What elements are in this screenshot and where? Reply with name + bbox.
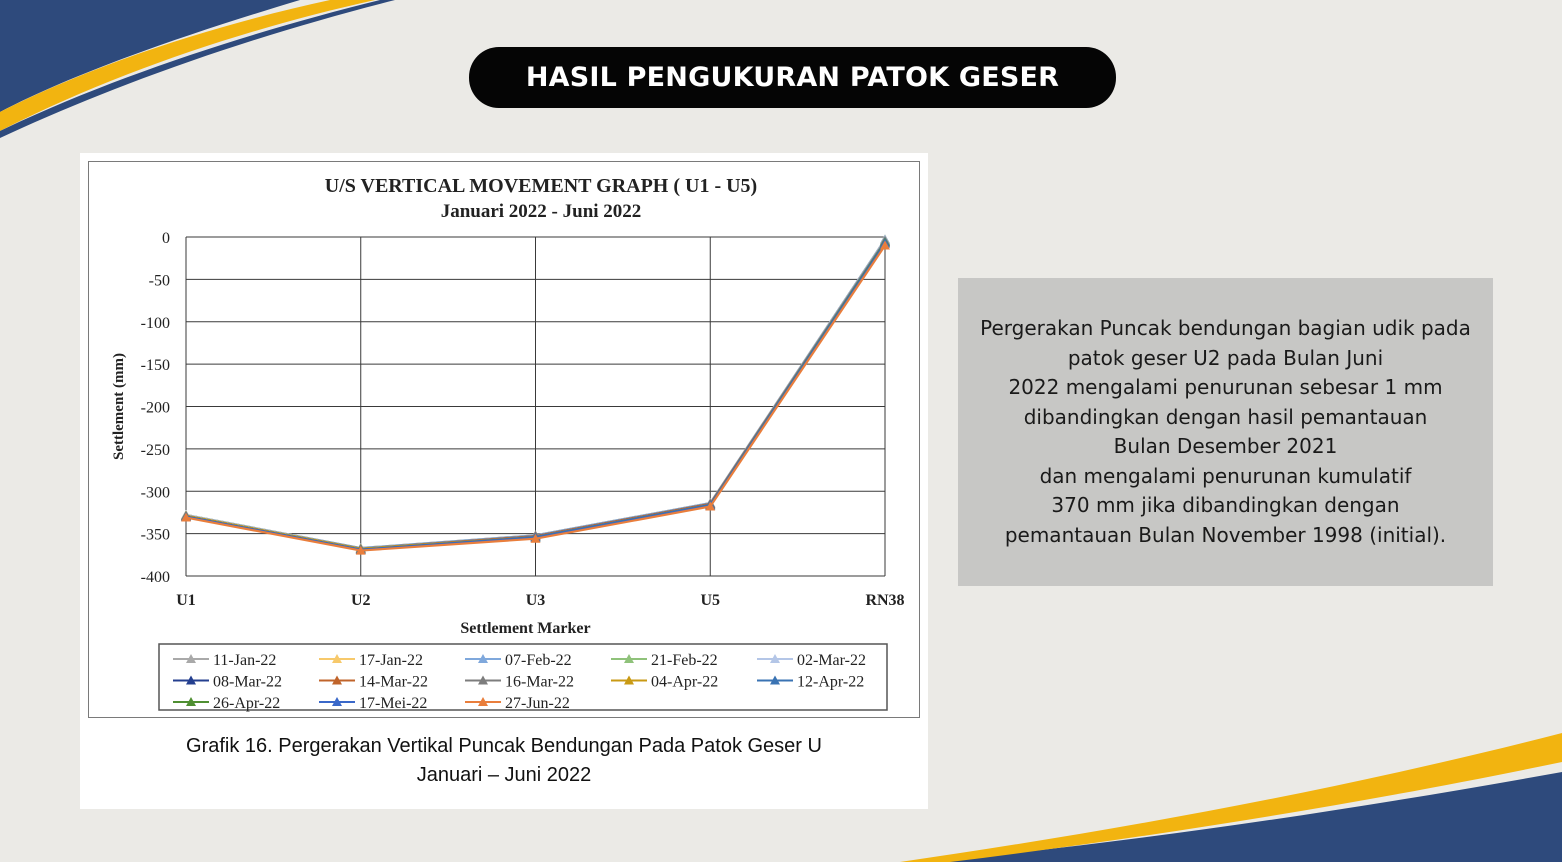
series-marker [530, 533, 541, 543]
figure-card: U/S VERTICAL MOVEMENT GRAPH ( U1 - U5) Ja… [80, 153, 928, 809]
top-navy-band [0, 0, 300, 112]
legend-label: 17-Jan-22 [359, 652, 423, 669]
legend-label: 12-Apr-22 [797, 674, 864, 691]
legend-swatch-marker [770, 675, 780, 685]
legend-label: 16-Mar-22 [505, 674, 574, 691]
info-line: 370 mm jika dibandingkan dengan [1051, 493, 1400, 517]
info-line: Bulan Desember 2021 [1113, 434, 1338, 458]
legend-swatch-marker [186, 697, 196, 706]
line-chart: U/S VERTICAL MOVEMENT GRAPH ( U1 - U5) Ja… [111, 175, 905, 712]
legend-swatch-marker [478, 654, 488, 663]
series-marker [355, 545, 366, 555]
y-tick-label: -350 [141, 527, 170, 544]
legend-label: 26-Apr-22 [213, 695, 280, 712]
figure-caption: Grafik 16. Pergerakan Vertikal Puncak Be… [80, 732, 928, 790]
legend-swatch-marker [332, 697, 342, 706]
series-marker [181, 512, 191, 522]
x-tick-label: U5 [700, 592, 720, 609]
legend-swatch-marker [332, 675, 342, 685]
chart-title: U/S VERTICAL MOVEMENT GRAPH ( U1 - U5) [325, 175, 757, 197]
info-box: Pergerakan Puncak bendungan bagian udik … [958, 278, 1493, 586]
y-axis-label: Settlement (mm) [111, 353, 127, 460]
info-line: patok geser U2 pada Bulan Juni [1067, 345, 1384, 370]
legend-swatch-marker [332, 654, 342, 663]
legend-swatch-marker [186, 654, 196, 663]
y-tick-label: 0 [162, 230, 170, 247]
y-tick-label: -100 [141, 315, 170, 332]
series-marker [705, 501, 716, 511]
x-tick-label: U1 [176, 592, 196, 609]
y-tick-label: -250 [141, 442, 170, 459]
legend-label: 04-Apr-22 [651, 674, 718, 691]
caption-line-2: Januari – Juni 2022 [416, 764, 592, 786]
legend-swatch-marker [478, 697, 488, 706]
x-tick-label: RN38 [865, 592, 904, 609]
legend-label: 02-Mar-22 [797, 652, 866, 669]
chart-subtitle: Januari 2022 - Juni 2022 [441, 201, 642, 222]
info-line: 2022 mengalami penurunan sebesar 1 mm [1008, 375, 1443, 399]
x-tick-label: U3 [526, 592, 546, 609]
legend-label: 11-Jan-22 [213, 652, 276, 669]
y-tick-label: -300 [141, 484, 170, 501]
info-line: Pergerakan Puncak bendungan bagian udik … [980, 316, 1471, 340]
legend-label: 21-Feb-22 [651, 652, 718, 669]
legend-label: 07-Feb-22 [505, 652, 572, 669]
legend-swatch-marker [770, 654, 780, 663]
y-tick-label: -50 [149, 272, 170, 289]
x-axis-label: Settlement Marker [460, 620, 590, 637]
legend-label: 08-Mar-22 [213, 674, 282, 691]
legend-label: 14-Mar-22 [359, 674, 428, 691]
series-marker [880, 240, 890, 250]
legend-label: 17-Mei-22 [359, 695, 427, 712]
slide-title: HASIL PENGUKURAN PATOK GESER [469, 47, 1116, 108]
y-tick-label: -400 [141, 569, 170, 586]
legend-swatch-marker [624, 675, 634, 685]
legend-label: 27-Jun-22 [505, 695, 570, 712]
y-tick-label: -150 [141, 357, 170, 374]
caption-line-1: Grafik 16. Pergerakan Vertikal Puncak Be… [186, 735, 822, 757]
y-tick-label: -200 [141, 400, 170, 417]
info-line: dan mengalami penurunan kumulatif [1039, 463, 1412, 488]
info-line: dibandingkan dengan hasil pemantauan [1023, 404, 1428, 429]
legend-swatch-marker [186, 675, 196, 685]
bottom-navy-band [930, 772, 1562, 862]
legend-swatch-marker [624, 654, 634, 663]
legend-box [158, 643, 888, 711]
x-tick-label: U2 [351, 592, 371, 609]
chart-frame: U/S VERTICAL MOVEMENT GRAPH ( U1 - U5) Ja… [88, 161, 920, 718]
info-line: pemantauan Bulan November 1998 (initial)… [1004, 522, 1447, 547]
legend-swatch-marker [478, 675, 488, 685]
